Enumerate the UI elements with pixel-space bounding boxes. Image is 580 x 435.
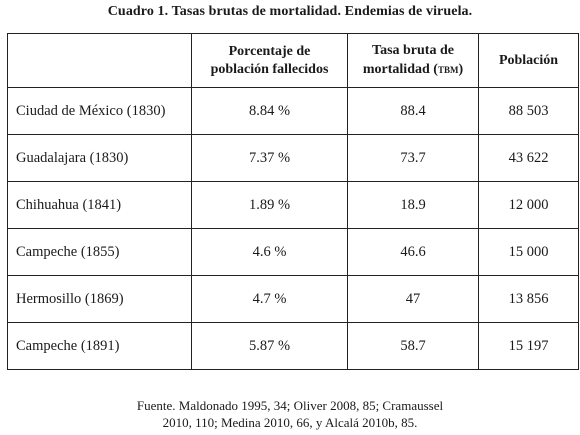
header-tbm-line2-suffix: ) [458, 62, 464, 77]
cell-percentage: 1.89 % [191, 181, 348, 229]
cell-place: Campeche (1855) [7, 228, 192, 276]
cell-population: 15 197 [478, 322, 579, 370]
source-line1: Fuente. Maldonado 1995, 34; Oliver 2008,… [136, 398, 444, 413]
cell-tbm: 88.4 [347, 87, 479, 135]
source-note: Fuente. Maldonado 1995, 34; Oliver 2008,… [0, 397, 580, 431]
cell-population: 13 856 [478, 275, 579, 323]
table-caption: Cuadro 1. Tasas brutas de mortalidad. En… [107, 4, 473, 19]
cell-tbm: 18.9 [347, 181, 479, 229]
table-row: Ciudad de México (1830) 8.84 % 88.4 88 5… [7, 87, 579, 135]
cell-percentage: 4.6 % [191, 228, 348, 276]
table-row: Guadalajara (1830) 7.37 % 73.7 43 622 [7, 134, 579, 182]
table-row: Campeche (1891) 5.87 % 58.7 15 197 [7, 322, 579, 370]
table-row: Chihuahua (1841) 1.89 % 18.9 12 000 [7, 181, 579, 229]
source-line2: 2010, 110; Medina 2010, 66, y Alcalá 201… [162, 415, 418, 430]
cell-tbm: 58.7 [347, 322, 479, 370]
cell-tbm: 46.6 [347, 228, 479, 276]
header-population: Población [478, 33, 579, 88]
header-tbm-line2-prefix: mortalidad ( [362, 62, 438, 77]
header-tbm: Tasa bruta de mortalidad (tbm) [347, 33, 479, 88]
table-row: Hermosillo (1869) 4.7 % 47 13 856 [7, 275, 579, 323]
cell-population: 88 503 [478, 87, 579, 135]
cell-percentage: 7.37 % [191, 134, 348, 182]
header-percentage-line1: Porcentaje de [228, 43, 311, 59]
header-percentage-line2: población fallecidos [210, 61, 329, 77]
cell-place: Hermosillo (1869) [7, 275, 192, 323]
cell-percentage: 4.7 % [191, 275, 348, 323]
cell-population: 12 000 [478, 181, 579, 229]
cell-place: Chihuahua (1841) [7, 181, 192, 229]
header-row: Porcentaje de población fallecidos Tasa … [7, 33, 579, 88]
cell-population: 15 000 [478, 228, 579, 276]
header-tbm-abbrev: tbm [437, 62, 459, 76]
mortality-table: Porcentaje de población fallecidos Tasa … [7, 33, 579, 370]
cell-place: Guadalajara (1830) [7, 134, 192, 182]
cell-percentage: 5.87 % [191, 322, 348, 370]
header-place [7, 33, 192, 88]
table-row: Campeche (1855) 4.6 % 46.6 15 000 [7, 228, 579, 276]
cell-tbm: 47 [347, 275, 479, 323]
cell-tbm: 73.7 [347, 134, 479, 182]
header-percentage: Porcentaje de población fallecidos [191, 33, 348, 88]
cell-place: Campeche (1891) [7, 322, 192, 370]
header-tbm-line1: Tasa bruta de [372, 43, 454, 58]
cell-population: 43 622 [478, 134, 579, 182]
cell-percentage: 8.84 % [191, 87, 348, 135]
cell-place: Ciudad de México (1830) [7, 87, 192, 135]
